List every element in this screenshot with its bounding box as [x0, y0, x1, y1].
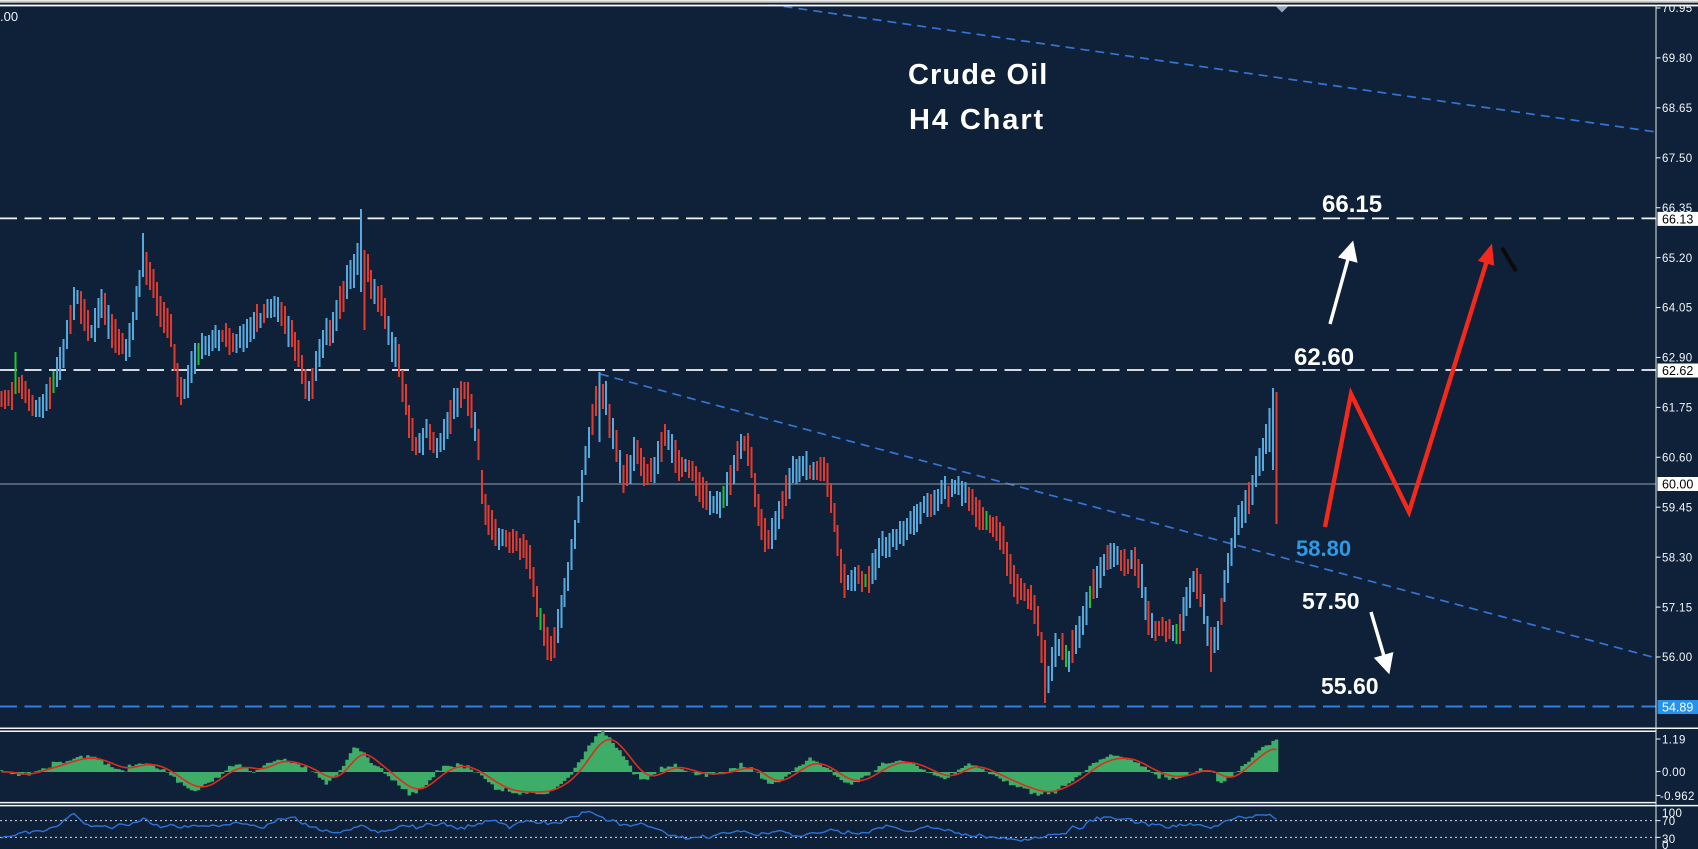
svg-text:66.15: 66.15	[1322, 191, 1382, 218]
svg-text:58.30: 58.30	[1662, 552, 1693, 564]
svg-text:.00: .00	[0, 9, 18, 24]
svg-text:30: 30	[1662, 834, 1676, 846]
svg-text:70: 70	[1662, 816, 1676, 828]
svg-text:0: 0	[1662, 840, 1669, 849]
svg-text:65.20: 65.20	[1662, 253, 1693, 265]
svg-text:60.60: 60.60	[1662, 453, 1693, 465]
svg-text:55.60: 55.60	[1321, 673, 1379, 699]
svg-text:100: 100	[1662, 808, 1682, 820]
svg-text:60.00: 60.00	[1662, 477, 1693, 491]
svg-text:1.19: 1.19	[1662, 735, 1686, 747]
svg-text:66.13: 66.13	[1662, 212, 1693, 226]
svg-text:62.62: 62.62	[1662, 364, 1693, 378]
svg-text:58.80: 58.80	[1296, 536, 1351, 561]
svg-text:62.90: 62.90	[1662, 353, 1693, 365]
svg-text:-0.962: -0.962	[1660, 791, 1695, 803]
svg-text:54.89: 54.89	[1662, 700, 1693, 714]
svg-text:57.15: 57.15	[1662, 602, 1693, 614]
svg-text:57.50: 57.50	[1302, 588, 1360, 614]
svg-text:Crude Oil: Crude Oil	[908, 59, 1048, 91]
svg-text:62.60: 62.60	[1294, 344, 1354, 371]
svg-text:H4 Chart: H4 Chart	[909, 104, 1045, 136]
svg-text:69.80: 69.80	[1662, 53, 1693, 65]
svg-text:67.50: 67.50	[1662, 153, 1693, 165]
svg-text:59.45: 59.45	[1662, 502, 1693, 514]
svg-text:0.00: 0.00	[1662, 767, 1686, 779]
svg-text:61.75: 61.75	[1662, 403, 1693, 415]
svg-text:56.00: 56.00	[1662, 652, 1693, 664]
svg-text:64.05: 64.05	[1662, 303, 1693, 315]
svg-text:68.65: 68.65	[1662, 103, 1693, 115]
